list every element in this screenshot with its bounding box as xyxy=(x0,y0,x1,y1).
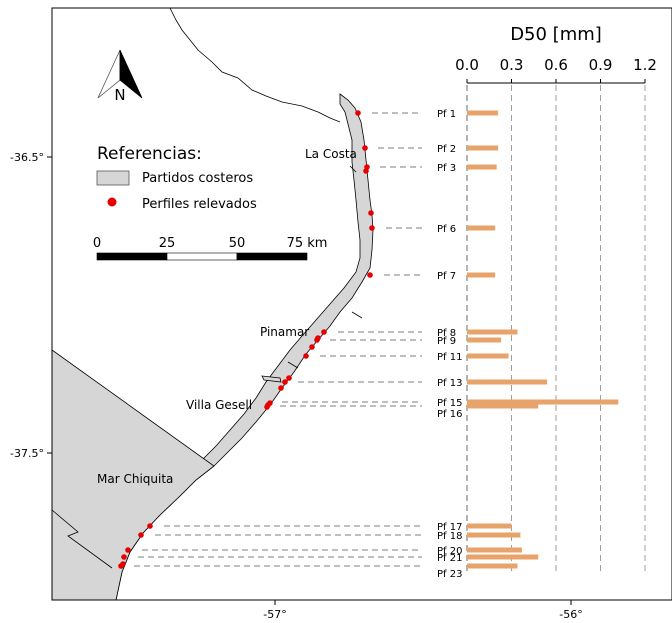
profile-label: Pf 2 xyxy=(437,144,456,155)
scale-label-50: 50 xyxy=(229,236,246,251)
d50-bar xyxy=(467,563,518,569)
partido-boundary xyxy=(349,165,357,173)
map-frame xyxy=(51,7,672,601)
d50-bar xyxy=(467,225,496,231)
profile-label: Pf 1 xyxy=(437,109,456,120)
profile-point xyxy=(321,329,327,335)
profile-label: Pf 9 xyxy=(437,336,456,347)
d50-bar xyxy=(467,379,548,385)
place-pinamar: Pinamar xyxy=(260,325,309,339)
chart-x-tick-label: 1.2 xyxy=(633,56,657,74)
profile-label: Pf 6 xyxy=(437,224,456,235)
profile-point xyxy=(147,523,153,529)
scale-segment xyxy=(236,252,308,261)
d50-bar xyxy=(467,554,539,560)
d50-bar xyxy=(467,145,499,151)
profile-label: Pf 8 xyxy=(437,328,456,339)
d50-bar xyxy=(467,272,496,278)
profile-label: Pf 11 xyxy=(437,352,462,363)
partido-boundary xyxy=(287,361,299,369)
profile-point xyxy=(315,335,321,341)
partido-boundary xyxy=(261,375,282,383)
profile-label: Pf 21 xyxy=(437,553,462,564)
place-la-costa: La Costa xyxy=(305,147,357,161)
legend-swatch-perfiles xyxy=(107,197,117,207)
profile-point xyxy=(355,110,361,116)
partido-boundary xyxy=(351,311,363,319)
chart-x-tick-label: 0.9 xyxy=(589,56,613,74)
profile-point xyxy=(120,561,126,567)
profile-label: Pf 16 xyxy=(437,409,462,420)
profile-point xyxy=(368,210,374,216)
profile-label: Pf 3 xyxy=(437,163,456,174)
lon-tick-label: -56° xyxy=(559,608,582,621)
legend-title: Referencias: xyxy=(97,144,202,164)
lon-tick-label: -57° xyxy=(263,608,286,621)
profile-point xyxy=(121,554,127,560)
scale-label-25: 25 xyxy=(159,236,176,251)
scale-segment xyxy=(166,252,238,261)
d50-chart: D50 [mm] 0.0 0.3 0.6 0.9 1.2 Pf 1Pf 2Pf 3Pf … xyxy=(118,24,657,580)
chart-x-tick-label: 0.6 xyxy=(544,56,568,74)
coastline-north xyxy=(169,8,341,123)
profile-label: Pf 15 xyxy=(437,398,462,409)
chart-x-tick-label: 0.0 xyxy=(455,56,479,74)
profile-label: Pf 20 xyxy=(437,546,462,557)
lat-tick-label: -37.5° xyxy=(10,447,44,460)
d50-bar xyxy=(467,337,502,343)
mar-chiquita-partido xyxy=(52,349,215,600)
lat-tick-label: -36.5° xyxy=(10,151,44,164)
profile-point xyxy=(286,375,292,381)
chart-title: D50 [mm] xyxy=(510,24,602,45)
d50-bar xyxy=(467,523,512,529)
land-layer xyxy=(52,8,374,600)
profile-label: Pf 23 xyxy=(437,569,462,580)
chart-axis: 0.0 0.3 0.6 0.9 1.2 xyxy=(455,56,657,572)
profile-point xyxy=(265,402,271,408)
north-arrow-label: N xyxy=(114,86,125,104)
profile-point xyxy=(367,272,373,278)
d50-bar xyxy=(467,532,521,538)
profile-point xyxy=(138,532,144,538)
d50-bar xyxy=(467,353,509,359)
scale-label-75: 75 km xyxy=(287,236,328,251)
legend-item-partidos: Partidos costeros xyxy=(142,171,253,186)
chart-x-tick-label: 0.3 xyxy=(500,56,524,74)
scale-label-0: 0 xyxy=(93,236,101,251)
profile-label: Pf 13 xyxy=(437,378,462,389)
profile-point xyxy=(125,547,131,553)
profile-point xyxy=(278,385,284,391)
scale-segment xyxy=(96,252,168,261)
profile-label: Pf 18 xyxy=(437,531,462,542)
legend-item-perfiles: Perfiles relevados xyxy=(142,197,257,212)
profile-point xyxy=(362,145,368,151)
d50-bar xyxy=(467,403,539,409)
legend: Referencias: Partidos costeros Perfiles … xyxy=(96,144,257,212)
d50-bar xyxy=(467,164,497,170)
graticule: -36.5° -37.5° -57° -56° xyxy=(10,151,583,621)
north-arrow: N xyxy=(97,49,143,104)
profile-point xyxy=(369,225,375,231)
profile-point xyxy=(282,379,288,385)
place-mar-chiquita: Mar Chiquita xyxy=(97,472,173,486)
profile-point xyxy=(303,353,309,359)
d50-bar xyxy=(467,547,522,553)
profile-label: Pf 7 xyxy=(437,271,456,282)
profile-point xyxy=(309,344,315,350)
profile-point xyxy=(363,168,369,174)
d50-bar xyxy=(467,110,499,116)
partido-boundary xyxy=(52,509,113,569)
scale-bar: 0 25 50 75 km xyxy=(93,236,328,261)
d50-bar xyxy=(467,399,619,405)
place-villa-gesell: Villa Gesell xyxy=(186,398,252,412)
chart-rows: Pf 1 Pf 2 Pf 3 Pf 6 Pf 7 Pf 8Pf 9 Pf 11 Pf 13 Pf… xyxy=(118,109,619,580)
legend-swatch-partidos xyxy=(96,170,130,186)
profile-label: Pf 17 xyxy=(437,522,462,533)
d50-bar xyxy=(467,329,518,335)
